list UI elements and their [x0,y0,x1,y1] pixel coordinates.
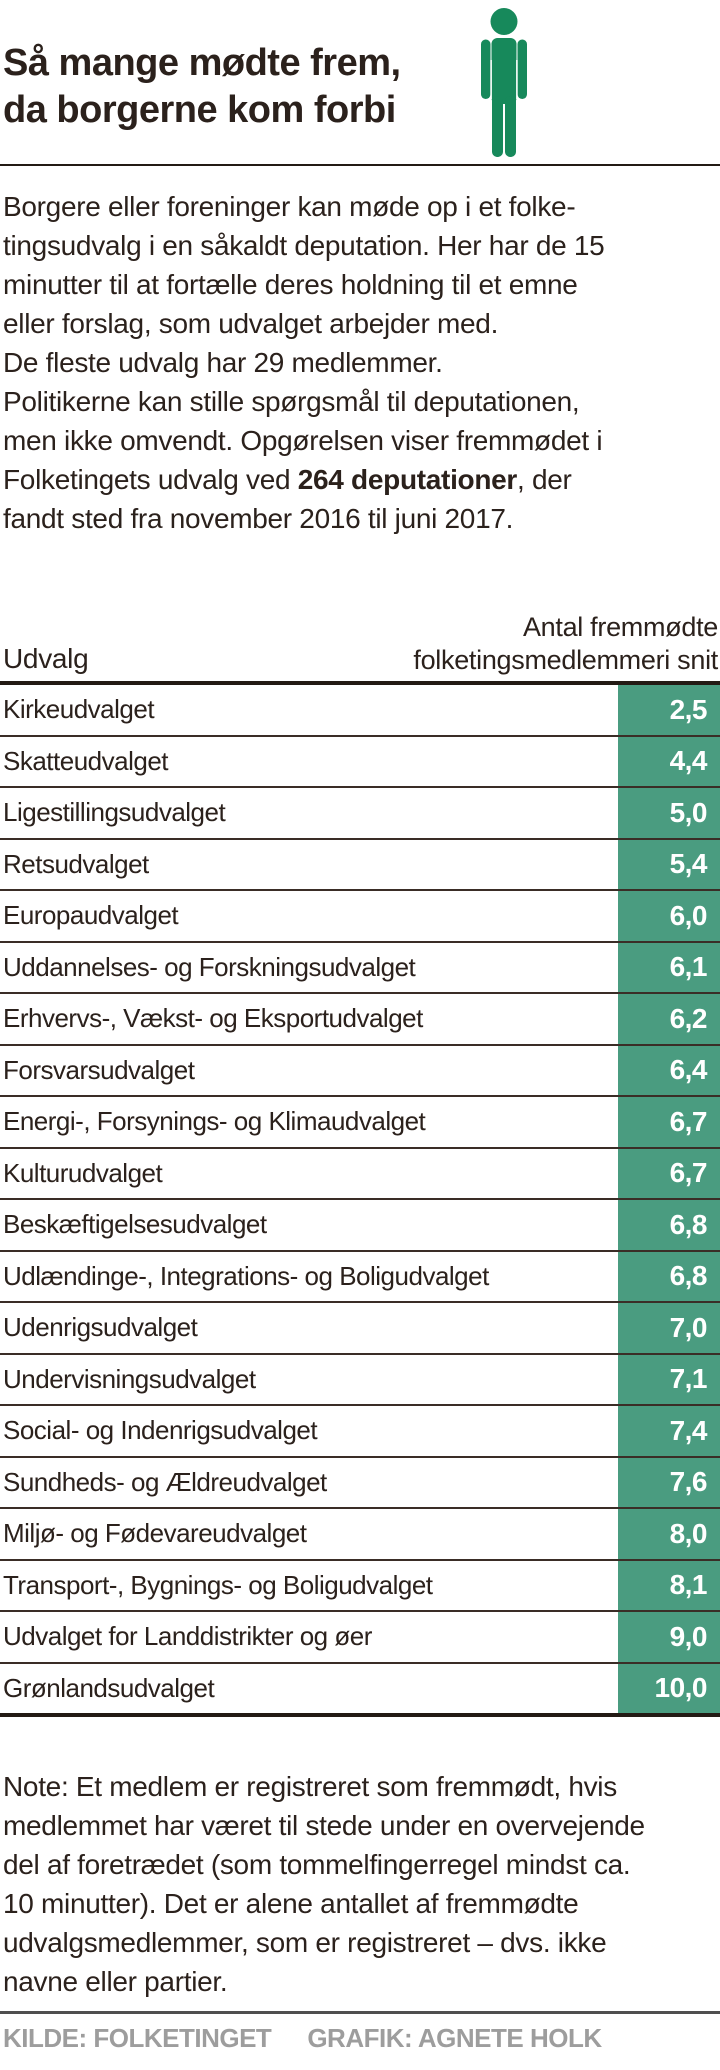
intro-line: eller forslag, som udvalget arbejder med… [3,308,499,339]
committee-name: Erhvervs-, Vækst- og Eksportudvalget [3,1003,423,1034]
intro-line: Folketingets udvalg ved 264 deputationer… [3,464,572,495]
value-cell: 7,0 [618,1303,720,1353]
value-cell: 8,1 [618,1560,720,1610]
table-row: Sundheds- og Ældreudvalget 7,6 [0,1457,720,1509]
committee-name: Udlændinge-, Integrations- og Boligudval… [3,1260,489,1291]
footer: KILDE: FOLKETINGET GRAFIK: AGNETE HOLK [0,2011,720,2054]
value-cell: 8,0 [618,1509,720,1559]
intro-line: Politikerne kan stille spørgsmål til dep… [3,386,580,417]
committee-name: Kirkeudvalget [3,694,155,725]
committee-name: Sundheds- og Ældreudvalget [3,1466,327,1497]
committee-name: Undervisningsudvalget [3,1363,256,1394]
value-cell: 7,4 [618,1406,720,1456]
note-line: udvalgsmedlemmer, som er registreret – d… [3,1927,607,1958]
committee-name: Miljø- og Fødevareudvalget [3,1518,307,1549]
committee-name: Grønlandsudvalget [3,1672,215,1703]
table-header: Udvalg Antal fremmødte folketingsmedlemm… [0,538,720,685]
committee-name: Transport-, Bygnings- og Boligudvalget [3,1569,433,1600]
value-cell: 6,4 [618,1045,720,1095]
committee-name: Retsudvalget [3,848,149,879]
value-cell: 10,0 [618,1663,720,1713]
page-title: Så mange mødte frem, da borgerne kom for… [3,40,401,134]
table-row: Erhvervs-, Vækst- og Eksportudvalget 6,2 [0,994,720,1046]
intro-line: tingsudvalg i en såkaldt deputation. Her… [3,230,605,261]
intro-line: fandt sted fra november 2016 til juni 20… [3,503,514,534]
value-cell: 6,0 [618,891,720,941]
column-header-value-line2: folketingsmedlemmeri snit [413,645,718,675]
value-cell: 5,0 [618,788,720,838]
table-row: Energi-, Forsynings- og Klimaudvalget 6,7 [0,1097,720,1149]
value-cell: 4,4 [618,736,720,786]
value-cell: 6,7 [618,1148,720,1198]
note-line: navne eller partier. [3,1966,228,1997]
table-row: Udlændinge-, Integrations- og Boligudval… [0,1251,720,1303]
table-row: Uddannelses- og Forskningsudvalget 6,1 [0,942,720,994]
committee-name: Udvalget for Landdistrikter og øer [3,1621,372,1652]
masthead: Så mange mødte frem, da borgerne kom for… [0,0,720,166]
value-cell: 6,2 [618,994,720,1044]
committee-name: Social- og Indenrigsudvalget [3,1415,318,1446]
note-line: 10 minutter). Det er alene antallet af f… [3,1888,579,1919]
table-row: Grønlandsudvalget 10,0 [0,1663,720,1713]
value-cell: 9,0 [618,1612,720,1662]
value-cell: 6,8 [618,1200,720,1250]
graphic-credit: GRAFIK: AGNETE HOLK [307,2023,602,2053]
person-icon [470,8,538,163]
note-line: del af foretrædet (som tommelfingerregel… [3,1849,631,1880]
note-line: Note: Et medlem er registreret som fremm… [3,1771,617,1802]
column-header-value: Antal fremmødte folketingsmedlemmeri sni… [413,611,718,677]
page-title-line1: Så mange mødte frem, [3,42,401,84]
intro-paragraph: Borgere eller foreninger kan møde op i e… [0,187,720,538]
table-row: Ligestillingsudvalget 5,0 [0,788,720,840]
committee-name: Skatteudvalget [3,745,169,776]
table-row: Retsudvalget 5,4 [0,839,720,891]
source-credit: KILDE: FOLKETINGET [3,2023,272,2053]
value-cell: 6,8 [618,1251,720,1301]
value-cell: 5,4 [618,839,720,889]
table-row: Udvalget for Landdistrikter og øer 9,0 [0,1612,720,1664]
value-cell: 6,1 [618,942,720,992]
table-row: Skatteudvalget 4,4 [0,736,720,788]
table-row: Beskæftigelsesudvalget 6,8 [0,1200,720,1252]
intro-line: men ikke omvendt. Opgørelsen viser fremm… [3,425,603,456]
table-row: Kirkeudvalget 2,5 [0,685,720,737]
intro-line: minutter til at fortælle deres holdning … [3,269,578,300]
attendance-table: Kirkeudvalget 2,5 Skatteudvalget 4,4 Ligesti… [0,685,720,1717]
committee-name: Ligestillingsudvalget [3,797,226,828]
table-row: Transport-, Bygnings- og Boligudvalget 8,… [0,1560,720,1612]
table-row: Udenrigsudvalget 7,0 [0,1303,720,1355]
value-cell: 6,7 [618,1097,720,1147]
note-paragraph: Note: Et medlem er registreret som fremm… [0,1767,720,2001]
committee-name: Energi-, Forsynings- og Klimaudvalget [3,1106,426,1137]
table-row: Kulturudvalget 6,7 [0,1148,720,1200]
column-header-value-line1: Antal fremmødte [522,612,718,642]
committee-name: Udenrigsudvalget [3,1312,198,1343]
committee-name: Forsvarsudvalget [3,1054,195,1085]
table-row: Miljø- og Fødevareudvalget 8,0 [0,1509,720,1561]
committee-name: Europaudvalget [3,900,179,931]
intro-line: Borgere eller foreninger kan møde op i e… [3,191,576,222]
page-title-line2: da borgerne kom forbi [3,89,396,131]
note-line: medlemmet har været til stede under en o… [3,1810,645,1841]
column-header-committee: Udvalg [3,643,89,674]
value-cell: 7,6 [618,1457,720,1507]
value-cell: 7,1 [618,1354,720,1404]
table-row: Europaudvalget 6,0 [0,891,720,943]
intro-line: De fleste udvalg har 29 medlemmer. [3,347,443,378]
committee-name: Beskæftigelsesudvalget [3,1209,267,1240]
value-cell: 2,5 [618,685,720,735]
committee-name: Kulturudvalget [3,1157,163,1188]
committee-name: Uddannelses- og Forskningsudvalget [3,951,416,982]
table-row: Undervisningsudvalget 7,1 [0,1354,720,1406]
table-row: Social- og Indenrigsudvalget 7,4 [0,1406,720,1458]
table-row: Forsvarsudvalget 6,4 [0,1045,720,1097]
